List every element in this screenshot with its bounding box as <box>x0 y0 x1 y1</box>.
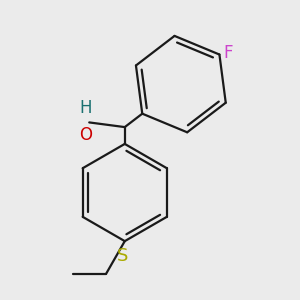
Text: F: F <box>223 44 233 62</box>
Text: O: O <box>79 126 92 144</box>
Text: H: H <box>79 99 92 117</box>
Text: S: S <box>117 247 129 265</box>
